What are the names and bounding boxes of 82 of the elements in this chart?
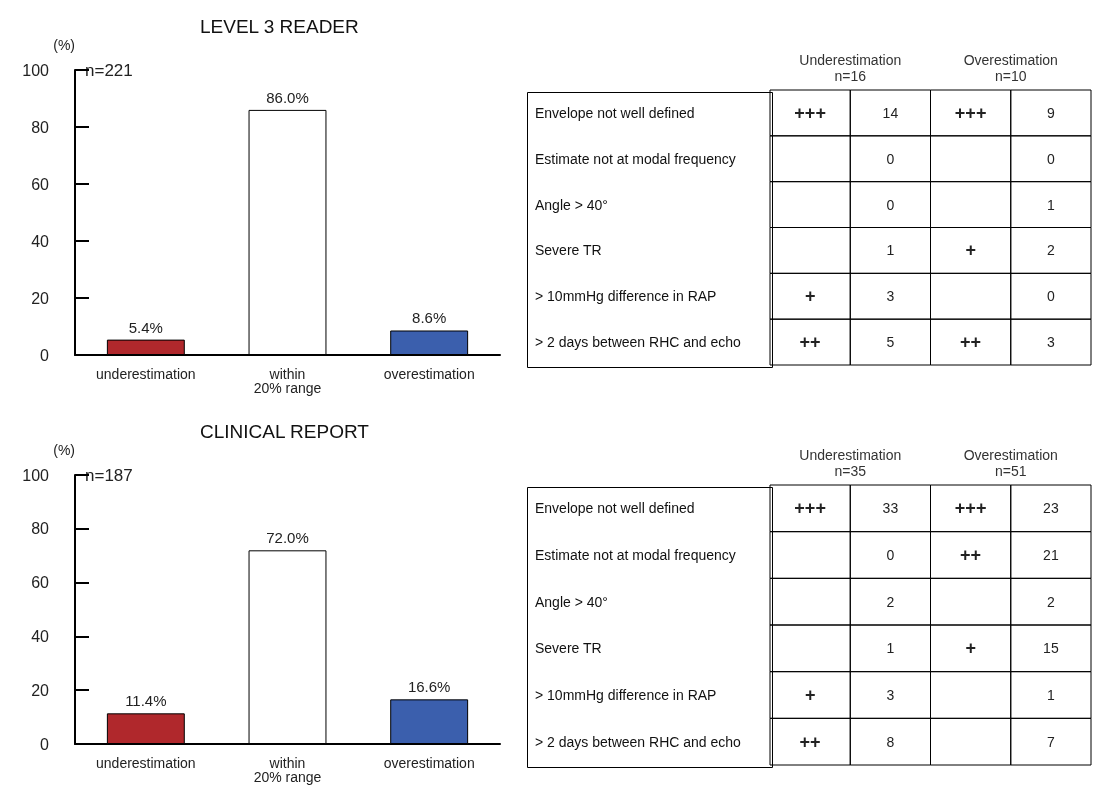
y-tick-label: 0 xyxy=(40,346,50,364)
y-tick-label: Angle > 40° xyxy=(535,196,608,213)
y-tick-label: Estimate not at modal frequency xyxy=(535,150,736,167)
text: 2 xyxy=(886,593,895,610)
y-tick-label: 60 xyxy=(31,175,50,193)
y-tick-label: > 10mmHg difference in RAP xyxy=(535,687,717,703)
y-tick-label: 100 xyxy=(22,466,50,484)
y-tick-label: Severe TR xyxy=(535,640,602,657)
text: 1 xyxy=(1046,196,1055,213)
data-label: 5.4% xyxy=(128,318,163,336)
data-label: 11.4% xyxy=(125,692,167,710)
chart-title: CLINICAL REPORT xyxy=(200,421,370,442)
text: 3 xyxy=(886,687,895,703)
y-tick-label: Envelope not well defined xyxy=(535,104,695,121)
data-label: 72.0% xyxy=(266,529,309,547)
data-label: 86.0% xyxy=(266,88,309,106)
text: 15 xyxy=(1043,640,1059,657)
text: 9 xyxy=(1046,104,1055,121)
x-tick-label: Overestimation n=51 xyxy=(963,447,1058,479)
y-tick-label: 40 xyxy=(31,232,50,250)
text: 0 xyxy=(1046,150,1055,167)
text: 21 xyxy=(1043,547,1059,563)
y-tick-label: > 10mmHg difference in RAP xyxy=(535,288,717,305)
data-label: 16.6% xyxy=(407,678,451,696)
text: +++ xyxy=(794,498,826,519)
y-tick-label: Estimate not at modal frequency xyxy=(535,547,736,563)
x-tick-label: Underestimation n=16 xyxy=(799,52,902,84)
text: 33 xyxy=(882,500,899,517)
text: +++ xyxy=(794,102,826,123)
text: + xyxy=(804,286,816,307)
y-axis-title: (%) xyxy=(53,442,75,458)
text: ++ xyxy=(799,731,821,752)
x-tick-label: overestimation xyxy=(383,755,475,771)
text: ++ xyxy=(960,332,982,353)
text: 0 xyxy=(886,547,895,563)
text: 0 xyxy=(1046,288,1055,305)
y-tick-label: 40 xyxy=(31,627,50,645)
x-tick-label: within 20% range xyxy=(253,755,322,785)
text: 8 xyxy=(886,733,895,750)
y-tick-label: 60 xyxy=(31,574,50,592)
y-tick-label: Angle > 40° xyxy=(535,593,608,610)
text: 1 xyxy=(886,640,895,657)
x-tick-label: underestimation xyxy=(96,366,196,382)
text: 1 xyxy=(1046,687,1055,703)
text: 7 xyxy=(1046,733,1055,750)
text: ++ xyxy=(799,332,821,353)
text: 0 xyxy=(886,150,895,167)
text: +++ xyxy=(954,498,987,519)
y-tick-label: 80 xyxy=(31,520,50,538)
annotation: n=187 xyxy=(85,466,133,485)
x-tick-label: Overestimation n=10 xyxy=(963,52,1058,84)
text: + xyxy=(965,240,976,261)
data-label: 8.6% xyxy=(412,309,447,327)
text: 2 xyxy=(1046,593,1055,610)
y-tick-label: > 2 days between RHC and echo xyxy=(535,334,742,351)
y-tick-label: 80 xyxy=(31,118,50,136)
x-tick-label: Underestimation n=35 xyxy=(799,447,902,479)
chart-title: LEVEL 3 READER xyxy=(200,16,359,37)
text: 3 xyxy=(1046,334,1055,351)
y-axis-title: (%) xyxy=(53,37,75,53)
y-tick-label: 0 xyxy=(40,735,50,753)
y-tick-label: > 2 days between RHC and echo xyxy=(535,733,742,750)
text: 0 xyxy=(886,196,895,213)
text: 14 xyxy=(882,104,899,121)
y-tick-label: Envelope not well defined xyxy=(535,500,695,517)
text: 1 xyxy=(886,242,895,259)
text: 5 xyxy=(886,334,895,351)
text: ++ xyxy=(960,545,982,565)
annotation: n=221 xyxy=(85,61,133,80)
x-tick-label: overestimation xyxy=(383,366,475,382)
y-tick-label: 20 xyxy=(31,681,50,699)
y-tick-label: 100 xyxy=(22,61,50,79)
text: 3 xyxy=(886,288,895,305)
x-tick-label: within 20% range xyxy=(253,366,322,396)
text: 23 xyxy=(1043,500,1059,517)
text: + xyxy=(965,638,976,659)
y-tick-label: Severe TR xyxy=(535,242,602,259)
y-tick-label: 20 xyxy=(31,289,50,307)
text: + xyxy=(804,685,816,705)
x-tick-label: underestimation xyxy=(96,755,196,771)
text: +++ xyxy=(954,102,987,123)
text: 2 xyxy=(1046,242,1055,259)
